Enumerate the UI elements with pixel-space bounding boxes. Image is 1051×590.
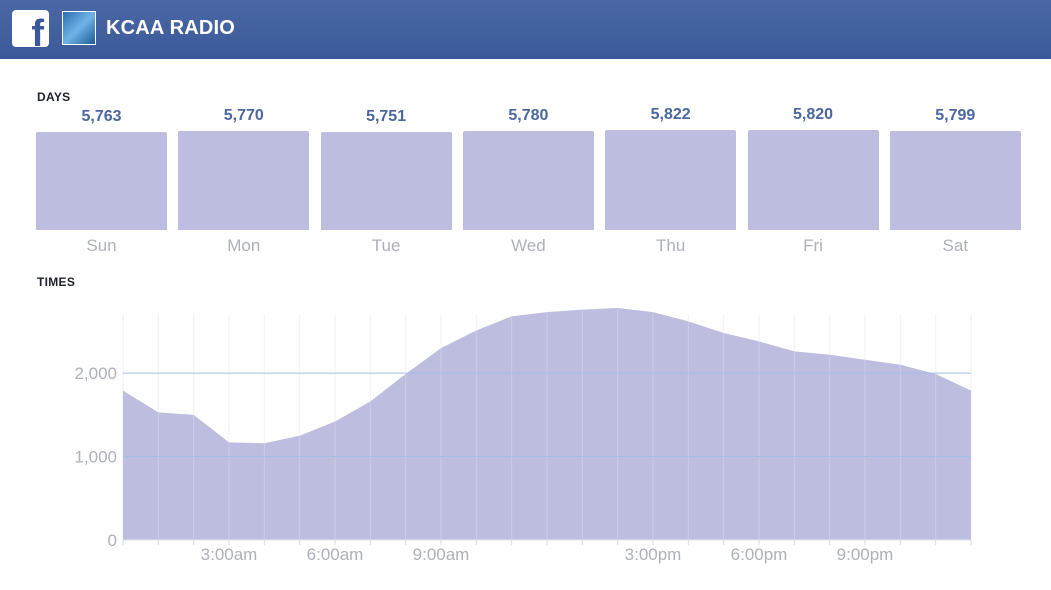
day-value-label: 5,799	[935, 106, 976, 124]
x-tick-label: 6:00am	[307, 545, 364, 564]
day-value-label: 5,763	[81, 107, 122, 125]
page-avatar-icon[interactable]	[62, 11, 96, 45]
y-tick-label: 0	[108, 531, 117, 550]
day-tick-label: Wed	[511, 236, 546, 255]
page-header: f KCAA RADIO	[0, 0, 1051, 59]
page-title[interactable]: KCAA RADIO	[106, 17, 236, 39]
y-tick-label: 2,000	[74, 364, 117, 383]
x-tick-label: 9:00am	[413, 545, 470, 564]
day-value-label: 5,770	[223, 107, 264, 125]
x-tick-label: 3:00am	[201, 545, 258, 564]
day-value-label: 5,822	[650, 106, 691, 123]
day-value-label: 5,820	[792, 106, 834, 124]
day-bar-sat[interactable]	[889, 130, 1021, 230]
day-tick-label: Fri	[803, 236, 823, 255]
day-bar-sun[interactable]	[36, 131, 167, 230]
day-tick-label: Tue	[371, 236, 401, 255]
x-tick-label: 3:00pm	[625, 545, 682, 564]
x-tick-label: 6:00pm	[731, 545, 788, 564]
day-bar-tue[interactable]	[320, 132, 452, 230]
times-area	[123, 308, 971, 540]
day-bar-wed[interactable]	[462, 131, 594, 230]
facebook-logo-icon[interactable]: f	[12, 10, 49, 47]
day-tick-label: Thu	[656, 236, 686, 255]
days-section-label: DAYS	[37, 90, 71, 104]
y-tick-label: 1,000	[74, 448, 117, 467]
x-tick-label: 9:00pm	[837, 545, 894, 564]
day-bar-fri[interactable]	[747, 130, 879, 230]
times-section-label: TIMES	[37, 275, 76, 289]
day-tick-label: Sat	[942, 236, 969, 255]
day-bar-thu[interactable]	[605, 130, 737, 230]
day-tick-label: Sun	[86, 236, 117, 255]
day-value-label: 5,780	[508, 107, 549, 125]
day-bar-mon[interactable]	[178, 131, 310, 230]
day-tick-label: Mon	[227, 236, 261, 255]
day-value-label: 5,751	[366, 108, 407, 125]
